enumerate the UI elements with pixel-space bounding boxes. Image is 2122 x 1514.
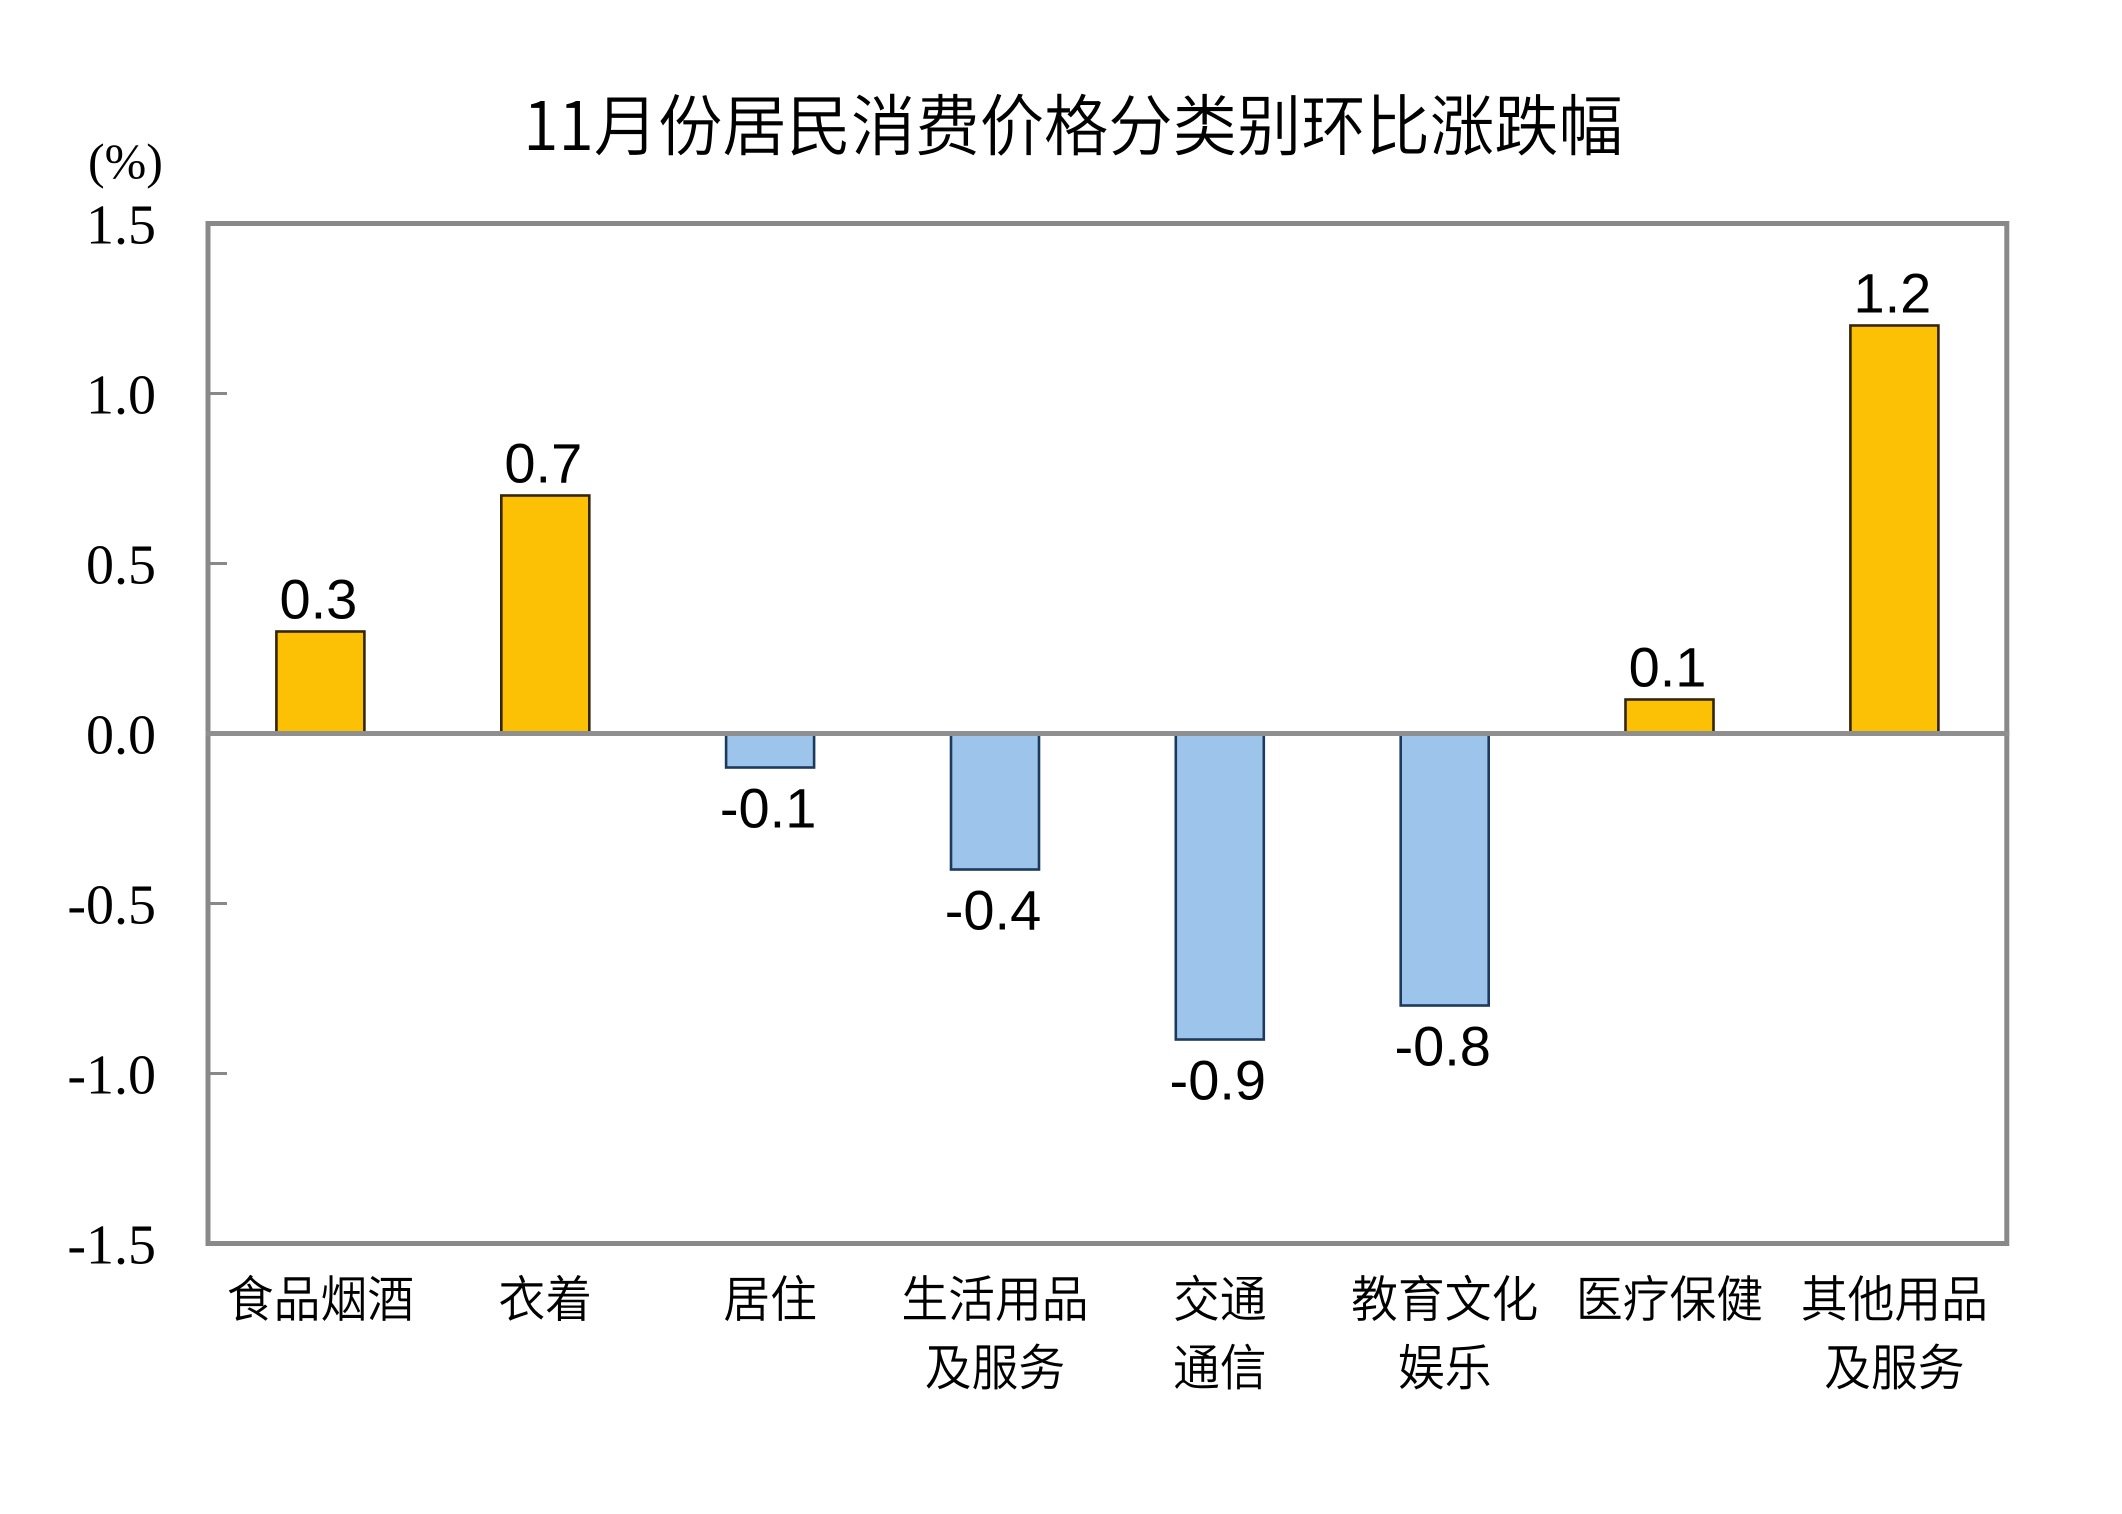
- svg-text:0.5: 0.5: [86, 535, 156, 597]
- svg-text:0.0: 0.0: [86, 705, 156, 767]
- svg-text:-0.4: -0.4: [945, 879, 1042, 942]
- svg-text:-1.0: -1.0: [67, 1045, 156, 1107]
- svg-text:0.1: 0.1: [1629, 636, 1707, 699]
- svg-text:0.7: 0.7: [504, 432, 582, 495]
- svg-text:1.0: 1.0: [86, 365, 156, 427]
- svg-text:-1.5: -1.5: [67, 1215, 156, 1277]
- svg-text:-0.1: -0.1: [720, 777, 817, 840]
- svg-text:1.2: 1.2: [1853, 262, 1931, 325]
- svg-text:(%): (%): [88, 133, 163, 189]
- svg-text:-0.5: -0.5: [67, 875, 156, 937]
- svg-text:1.5: 1.5: [86, 195, 156, 257]
- svg-text:-0.8: -0.8: [1394, 1015, 1491, 1078]
- svg-text:-0.9: -0.9: [1170, 1049, 1267, 1112]
- svg-text:0.3: 0.3: [279, 568, 357, 631]
